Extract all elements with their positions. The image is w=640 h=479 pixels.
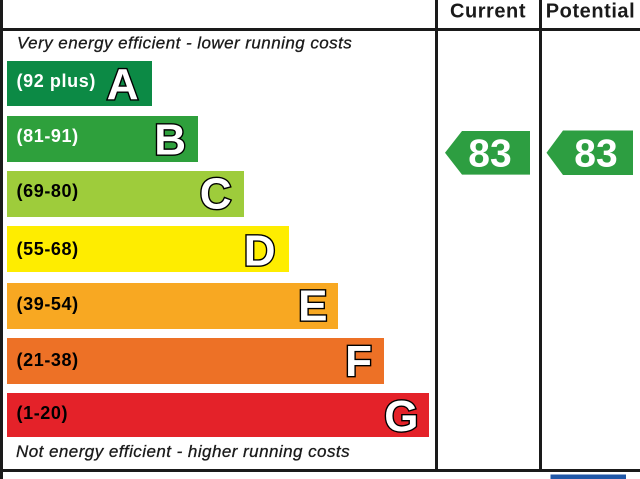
svg-text:(92 plus): (92 plus) xyxy=(17,71,96,91)
svg-text:(55-68): (55-68) xyxy=(17,239,79,259)
svg-text:F: F xyxy=(345,337,372,386)
svg-text:D: D xyxy=(244,227,276,276)
svg-text:G: G xyxy=(384,392,418,441)
svg-text:83: 83 xyxy=(574,133,617,176)
svg-text:Current: Current xyxy=(450,1,526,23)
svg-text:B: B xyxy=(154,116,186,165)
svg-text:Potential: Potential xyxy=(546,1,635,23)
svg-text:(21-38): (21-38) xyxy=(17,350,79,370)
svg-text:Not energy efficient - higher: Not energy efficient - higher running co… xyxy=(16,442,350,461)
svg-text:C: C xyxy=(200,170,232,219)
svg-text:(39-54): (39-54) xyxy=(17,294,79,314)
svg-text:83: 83 xyxy=(468,133,511,176)
svg-text:(1-20): (1-20) xyxy=(17,403,69,423)
svg-text:Very energy efficient - lower: Very energy efficient - lower running co… xyxy=(17,34,352,53)
svg-text:(69-80): (69-80) xyxy=(17,181,79,201)
svg-text:A: A xyxy=(107,60,139,109)
svg-text:(81-91): (81-91) xyxy=(17,126,79,146)
svg-text:E: E xyxy=(298,282,327,331)
